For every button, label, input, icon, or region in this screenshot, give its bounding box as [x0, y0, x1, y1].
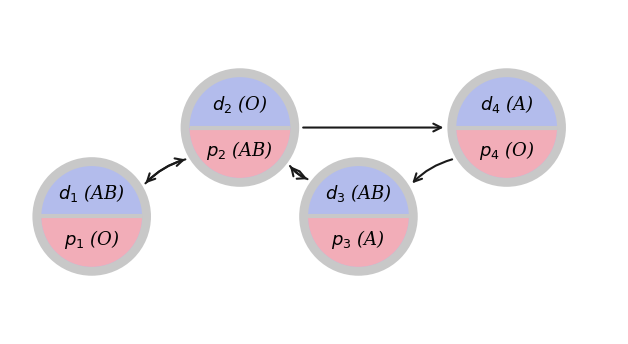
Circle shape [33, 157, 151, 276]
Text: $p_4$ (O): $p_4$ (O) [479, 139, 534, 162]
Text: $d_2$ (O): $d_2$ (O) [212, 93, 268, 115]
Text: $p_2$ (AB): $p_2$ (AB) [207, 139, 273, 162]
Text: $d_3$ (AB): $d_3$ (AB) [325, 182, 392, 204]
Circle shape [457, 77, 557, 178]
Circle shape [308, 166, 409, 267]
Circle shape [41, 166, 142, 267]
Circle shape [190, 77, 290, 178]
Bar [447, 128, 566, 187]
Circle shape [181, 68, 299, 187]
Circle shape [447, 68, 566, 187]
Bar [299, 216, 418, 276]
Text: $d_4$ (A): $d_4$ (A) [480, 93, 534, 115]
Text: $p_1$ (O): $p_1$ (O) [64, 228, 119, 251]
Text: $p_3$ (A): $p_3$ (A) [332, 228, 386, 251]
Text: $d_1$ (AB): $d_1$ (AB) [58, 182, 125, 204]
Circle shape [299, 157, 418, 276]
Bar [33, 216, 151, 276]
Bar [181, 128, 299, 187]
